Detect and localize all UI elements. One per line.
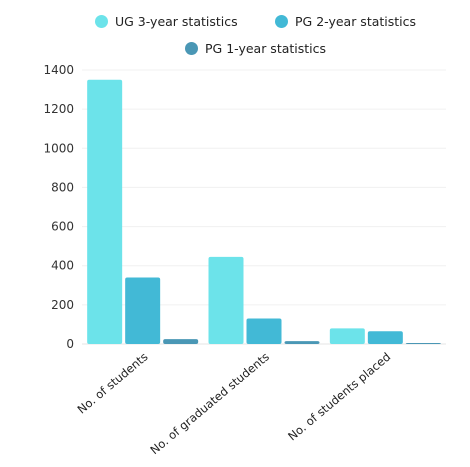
y-tick-label: 1400	[43, 63, 74, 77]
bar-pg-1-year-statistics-2	[405, 343, 441, 345]
x-category-label: No. of students placed	[285, 350, 393, 444]
bar-pg-1-year-statistics-1	[284, 341, 320, 344]
x-category-label: No. of graduated students	[147, 350, 271, 458]
y-tick-label: 800	[51, 180, 74, 194]
y-tick-label: 1000	[43, 141, 74, 155]
x-category-label: No. of students	[75, 350, 151, 417]
y-tick-label: 0	[66, 337, 74, 351]
y-tick-label: 1200	[43, 102, 74, 116]
legend-swatch-pg-1-year	[185, 42, 198, 55]
legend-label-pg-1-year: PG 1-year statistics	[205, 41, 327, 56]
legend-swatch-ug-3-year	[95, 15, 108, 28]
legend-label-ug-3-year: UG 3-year statistics	[115, 14, 238, 29]
legend-item-ug-3-year[interactable]: UG 3-year statistics	[95, 14, 238, 29]
y-tick-label: 400	[51, 259, 74, 273]
legend-swatch-pg-2-year	[275, 15, 288, 28]
legend-label-pg-2-year: PG 2-year statistics	[295, 14, 417, 29]
bar-ug-3-year-statistics-1	[208, 256, 244, 344]
legend-item-pg-1-year[interactable]: PG 1-year statistics	[185, 41, 326, 56]
bar-pg-2-year-statistics-2	[367, 331, 403, 344]
y-tick-label: 200	[51, 298, 74, 312]
legend-item-pg-2-year[interactable]: PG 2-year statistics	[275, 14, 416, 29]
bar-pg-2-year-statistics-0	[125, 277, 161, 344]
bar-ug-3-year-statistics-0	[87, 79, 123, 345]
bar-pg-2-year-statistics-1	[246, 318, 282, 344]
bar-pg-1-year-statistics-0	[163, 339, 199, 344]
bar-ug-3-year-statistics-2	[329, 328, 365, 344]
y-tick-label: 600	[51, 220, 74, 234]
